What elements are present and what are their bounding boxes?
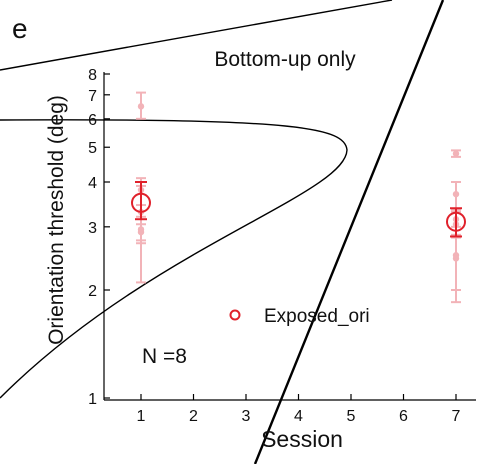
y-tick-label: 2: [88, 283, 97, 300]
data-marks: [131, 91, 466, 304]
overlay-line-top: [0, 0, 393, 71]
y-tick-label: 8: [88, 67, 97, 84]
individual-point: [452, 190, 460, 198]
mean-point: [446, 211, 466, 232]
x-tick-label: 3: [242, 408, 251, 425]
chart-title: Bottom-up only: [214, 48, 356, 71]
y-tick-label: 6: [88, 112, 97, 129]
legend-marker: [229, 309, 241, 321]
individual-point: [137, 228, 145, 236]
legend-label: Exposed_ori: [264, 306, 370, 327]
x-tick-label: 2: [189, 408, 198, 425]
x-tick-label: 7: [452, 408, 461, 425]
y-tick-label: 1: [88, 391, 97, 408]
x-tick-label: 1: [137, 408, 146, 425]
overlay-strokes: [0, 0, 445, 464]
x-tick-label: 6: [399, 408, 408, 425]
y-axis-label: Orientation threshold (deg): [45, 95, 68, 345]
y-tick-label: 3: [88, 220, 97, 237]
individual-point: [452, 150, 460, 157]
x-tick-label: 5: [347, 408, 356, 425]
panel-label: e: [12, 13, 28, 44]
axes: 1 2 3 4 5 6 7 8 1 2 3 4 5 6 7: [88, 67, 476, 425]
mean-point: [131, 192, 151, 213]
individual-point: [452, 255, 460, 262]
x-axis-label: Session: [261, 426, 343, 452]
y-tick-label: 4: [88, 175, 97, 192]
x-tick-label: 4: [294, 408, 303, 425]
overlay-curve: [0, 119, 348, 399]
legend: Exposed_ori: [229, 306, 370, 327]
overlay-line-diagonal: [253, 0, 445, 464]
y-tick-label: 7: [88, 88, 97, 105]
y-tick-label: 5: [88, 140, 97, 157]
sample-size-annotation: N =8: [142, 345, 187, 368]
individual-point: [137, 103, 145, 110]
